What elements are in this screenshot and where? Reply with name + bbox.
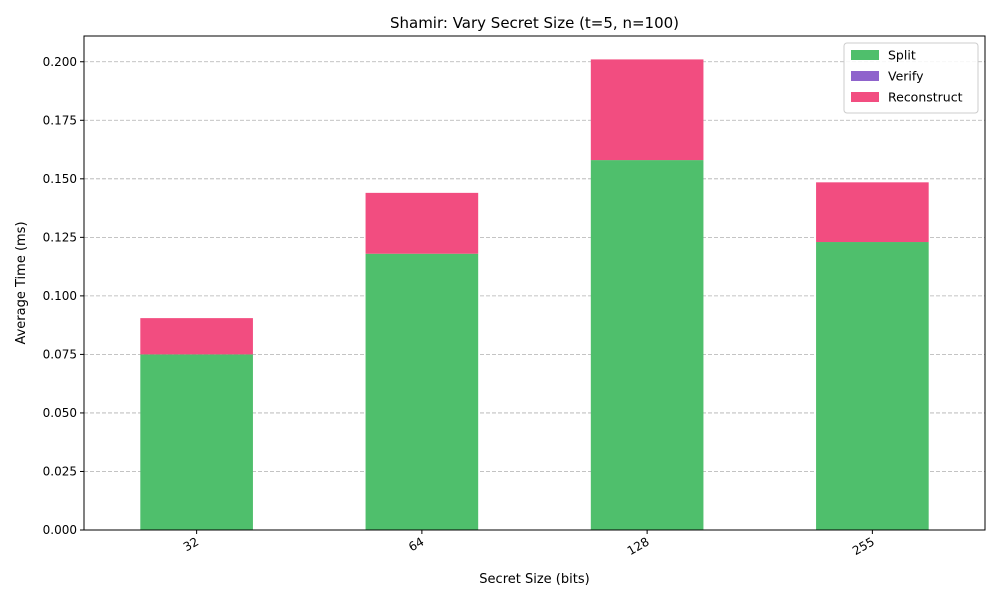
bar-reconstruct-64 — [365, 192, 479, 254]
legend-swatch-split — [851, 50, 879, 60]
legend-label-verify: Verify — [888, 69, 924, 84]
bar-split-32 — [140, 354, 253, 530]
x-axis-label: Secret Size (bits) — [479, 572, 589, 587]
y-axis-label: Average Time (ms) — [14, 221, 29, 344]
bars — [140, 59, 929, 530]
x-tick-label: 64 — [406, 534, 426, 554]
legend-swatch-verify — [851, 71, 879, 81]
bar-split-128 — [590, 160, 704, 530]
y-tick-label: 0.075 — [43, 347, 77, 361]
y-tick-label: 0.200 — [43, 55, 77, 69]
y-tick-label: 0.100 — [43, 289, 77, 303]
x-tick-label: 32 — [181, 534, 201, 554]
legend-swatch-reconstruct — [851, 92, 879, 102]
y-tick-label: 0.025 — [43, 464, 77, 478]
y-tick-label: 0.050 — [43, 406, 77, 420]
bar-split-64 — [365, 253, 479, 530]
y-axis-ticks: 0.000 0.025 0.050 0.075 0.100 0.125 0.150 0.175… — [43, 55, 84, 537]
plot-frame — [83, 35, 986, 531]
y-tick-label: 0.150 — [43, 172, 77, 186]
bar-reconstruct-255 — [816, 182, 929, 243]
bar-split-255 — [816, 242, 929, 530]
bar-reconstruct-32 — [140, 318, 253, 355]
y-tick-label: 0.000 — [43, 523, 77, 537]
y-tick-label: 0.175 — [43, 113, 77, 127]
legend: Split Verify Reconstruct — [843, 42, 979, 114]
legend-label-split: Split — [888, 48, 916, 63]
chart-title: Shamir: Vary Secret Size (t=5, n=100) — [390, 14, 679, 32]
bar-reconstruct-128 — [590, 59, 704, 161]
legend-label-reconstruct: Reconstruct — [888, 90, 963, 105]
y-tick-label: 0.125 — [43, 230, 77, 244]
